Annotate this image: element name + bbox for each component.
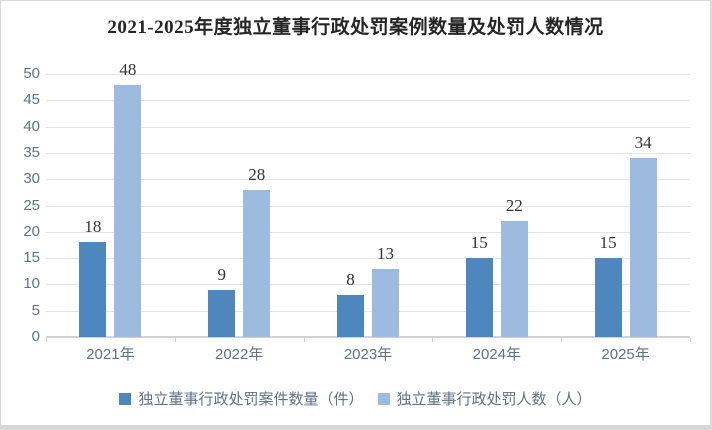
data-label: 28 [248,164,266,184]
x-axis-category-label: 2021年 [86,346,135,363]
bar-series1-2022年 [208,289,236,337]
data-label: 15 [599,233,617,253]
legend-item: 独立董事行政处罚案件数量（件） [119,388,364,409]
legend-label: 独立董事行政处罚人数（人） [396,391,592,408]
y-axis-tick-label: 10 [23,275,40,293]
x-axis-category-label: 2025年 [601,346,650,363]
y-axis-tick-label: 35 [23,143,40,161]
legend: 独立董事行政处罚案件数量（件） 独立董事行政处罚人数（人） [1,388,710,409]
bar-series2-2023年 [372,268,399,337]
gridline [46,310,690,312]
bar-series2-2024年 [500,221,528,337]
x-axis-tick [303,338,305,342]
gridline [46,100,690,102]
data-label: 18 [84,217,102,237]
x-axis-category-label: 2024年 [472,346,521,363]
bar-series1-2025年 [594,258,622,337]
y-axis-tick-label: 40 [23,117,40,135]
x-axis-tick [174,338,176,342]
legend-label: 独立董事行政处罚案件数量（件） [138,391,364,408]
x-axis-category-label: 2023年 [343,346,393,363]
bar-series1-2023年 [337,294,364,337]
x-axis-tick [46,338,47,342]
data-label: 13 [377,243,394,263]
gridline [46,258,690,260]
gridline [46,231,690,233]
data-label: 34 [634,133,652,153]
gridline [46,179,690,181]
gridline [46,284,690,286]
bar-series1-2021年 [79,242,107,337]
data-label: 9 [217,264,226,284]
y-axis-tick-label: 5 [31,301,40,319]
y-axis-tick-label: 45 [23,91,40,109]
bar-series1-2024年 [465,258,493,337]
legend-swatch-icon [377,392,390,405]
x-axis-tick [561,338,563,342]
chart-title: 2021-2025年度独立董事行政处罚案例数量及处罚人数情况 [107,17,604,38]
y-axis-tick-label: 20 [23,222,40,240]
x-axis-category-label: 2022年 [215,346,264,363]
legend-swatch-icon [119,392,132,405]
y-axis-tick-label: 30 [23,170,40,188]
y-axis-tick-label: 15 [23,249,40,267]
legend-item: 独立董事行政处罚人数（人） [377,388,592,409]
y-axis-tick-label: 50 [23,65,40,82]
y-axis-tick-label: 0 [31,328,40,345]
bar-series2-2021年 [114,84,142,337]
data-label: 8 [346,269,355,289]
gridline [46,152,690,154]
bar-series2-2025年 [629,158,657,337]
data-label: 22 [505,196,523,216]
y-axis-tick-label: 25 [23,196,40,214]
x-axis-line [46,336,690,338]
gridline [46,126,690,128]
bar-series2-2022年 [243,189,271,337]
data-label: 48 [119,59,137,79]
data-label: 15 [470,233,488,253]
x-axis-tick [690,338,691,342]
x-axis-tick [432,338,434,342]
gridline [46,74,690,75]
gridline [46,205,690,207]
